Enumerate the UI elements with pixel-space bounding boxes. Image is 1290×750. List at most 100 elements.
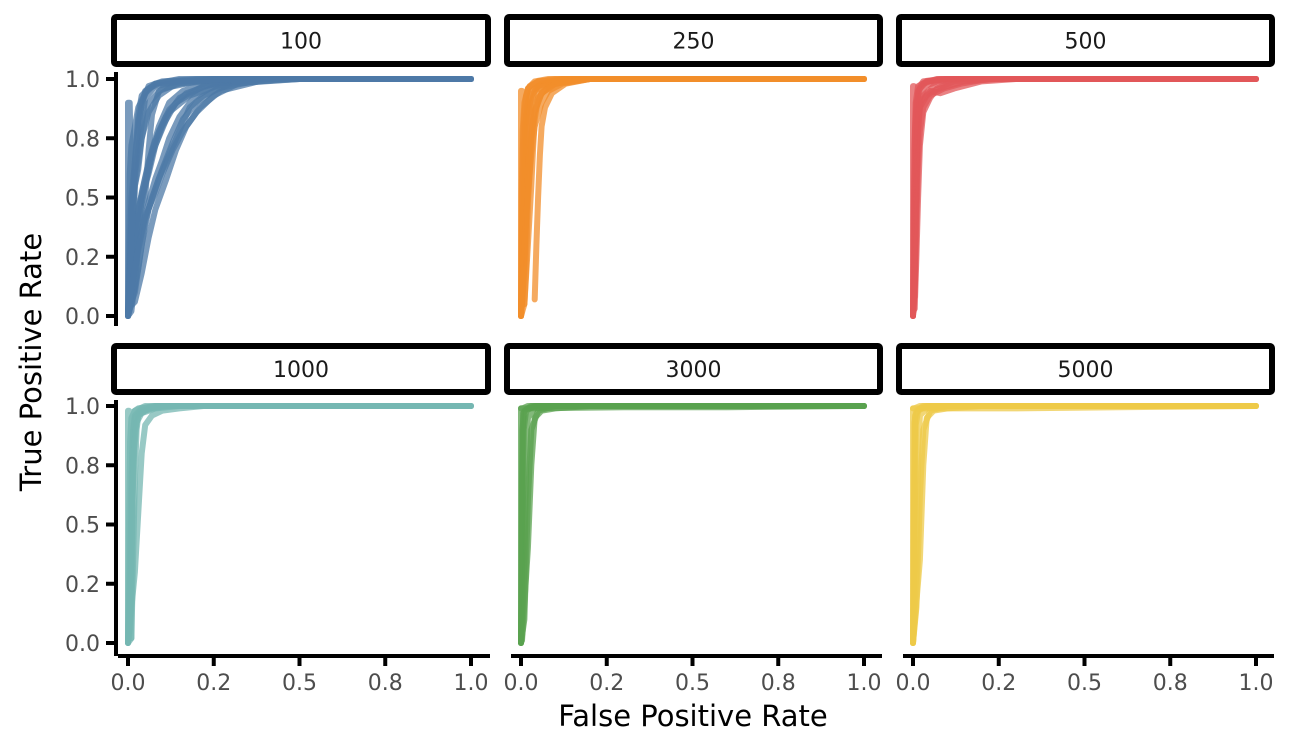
facet-panel-3000: 3000 0.0 0.2 0.5 0.8 1.0	[504, 343, 883, 696]
x-tick-label: 0.0	[111, 671, 146, 696]
strip-box	[504, 14, 883, 67]
y-tick-label: 0.0	[65, 632, 100, 657]
facet-panel-250: 250	[504, 14, 883, 319]
roc-curve-1	[910, 76, 1259, 319]
x-tick-label: 0.5	[1067, 671, 1102, 696]
roc-curves	[518, 403, 867, 646]
x-tick-label: 0.8	[368, 671, 403, 696]
roc-curve-1	[910, 403, 1259, 646]
roc-curve-4	[531, 76, 867, 303]
x-tick-label: 0.2	[981, 671, 1016, 696]
roc-curve-2	[518, 76, 867, 319]
roc-curve-2	[910, 403, 1259, 646]
roc-curve-9	[910, 76, 1259, 319]
strip-box	[896, 14, 1275, 67]
roc-curve-3	[910, 76, 1259, 315]
roc-curve-12	[518, 76, 867, 319]
roc-curve-4	[125, 403, 474, 646]
roc-curve-4	[910, 76, 1259, 319]
x-tick-label: 0.0	[504, 671, 539, 696]
roc-curve-17	[125, 76, 474, 319]
x-axis-title: False Positive Rate	[558, 699, 828, 733]
roc-curves	[910, 403, 1259, 646]
roc-curve-10	[518, 76, 867, 319]
x-tick-label: 0.0	[896, 671, 931, 696]
roc-curves	[518, 76, 867, 319]
roc-curve-8	[518, 76, 867, 319]
roc-curve-2	[518, 403, 867, 646]
roc-curve-8	[910, 76, 1259, 319]
y-axis-title: True Positive Rate	[14, 233, 48, 492]
roc-curve-5	[518, 76, 867, 319]
y-tick-label: 0.8	[65, 454, 100, 479]
strip-label: 5000	[1058, 358, 1114, 383]
roc-curve-6	[518, 76, 867, 319]
roc-curve-18	[125, 76, 474, 319]
y-tick-label: 0.5	[65, 187, 100, 212]
roc-curve-8	[125, 403, 474, 646]
roc-curve-9	[521, 76, 867, 308]
roc-curve-5	[911, 76, 1259, 300]
roc-curve-7	[518, 403, 867, 646]
facet-panel-5000: 5000 0.0 0.2 0.5 0.8 1.0	[896, 343, 1275, 696]
roc-curve-6	[125, 403, 474, 646]
roc-curve-13	[125, 76, 474, 319]
x-tick-label: 0.2	[589, 671, 624, 696]
roc-curve-7	[910, 403, 1259, 646]
x-tick-label: 0.5	[675, 671, 710, 696]
roc-curve-7	[518, 76, 867, 319]
x-tick-label: 1.0	[454, 671, 489, 696]
roc-curve-8	[910, 403, 1259, 412]
strip-label: 3000	[666, 358, 722, 383]
roc-curve-7	[910, 76, 1259, 319]
strip-label: 250	[673, 30, 715, 55]
roc-curves	[125, 76, 474, 319]
roc-curve-1	[518, 76, 867, 319]
roc-curve-5	[518, 403, 867, 646]
roc-curves	[910, 76, 1259, 319]
roc-curve-3	[125, 403, 474, 644]
strip-box	[896, 343, 1275, 395]
strip-label: 500	[1065, 30, 1107, 55]
roc-curve-11	[518, 76, 867, 319]
roc-curves	[125, 403, 474, 646]
facet-panel-100: 100 0.0 0.2 0.5 0.8 1.0	[65, 14, 491, 330]
x-tick-label: 1.0	[847, 671, 882, 696]
facet-panels: 100 0.0 0.2 0.5 0.8 1.0 250 500 1000 0.0 0.2 0.5 0.8…	[65, 14, 1275, 696]
y-tick-label: 0.2	[65, 246, 100, 271]
roc-curve-7	[128, 403, 474, 642]
x-tick-label: 1.0	[1239, 671, 1274, 696]
y-tick-label: 1.0	[65, 395, 100, 420]
y-tick-label: 0.2	[65, 573, 100, 598]
roc-curve-5	[910, 403, 1259, 646]
y-tick-label: 0.0	[65, 305, 100, 330]
roc-curve-2	[125, 403, 474, 646]
strip-box	[504, 343, 883, 395]
x-tick-label: 0.8	[1153, 671, 1188, 696]
roc-curve-6	[518, 403, 867, 646]
x-tick-label: 0.2	[196, 671, 231, 696]
facet-panel-1000: 1000 0.0 0.2 0.5 0.8 1.0 0.0 0.2 0.5 0.8 1.0	[65, 343, 491, 696]
strip-label: 1000	[273, 358, 329, 383]
x-tick-label: 0.5	[282, 671, 317, 696]
roc-curve-8	[518, 403, 861, 412]
roc-curve-3	[910, 403, 1259, 646]
x-tick-label: 0.8	[761, 671, 796, 696]
strip-box	[111, 343, 491, 395]
roc-curve-1	[125, 403, 474, 646]
roc-curve-2	[910, 76, 1259, 319]
strip-box	[111, 14, 491, 67]
roc-curve-6	[910, 403, 1259, 646]
roc-curve-6	[910, 76, 1259, 319]
roc-curve-4	[519, 403, 867, 644]
y-tick-label: 1.0	[65, 68, 100, 93]
facet-panel-500: 500	[896, 14, 1275, 319]
roc-curve-3	[518, 76, 867, 319]
roc-curve-3	[518, 403, 867, 646]
y-tick-label: 0.5	[65, 514, 100, 539]
roc-curve-5	[125, 403, 474, 646]
strip-label: 100	[280, 30, 322, 55]
roc-curve-1	[518, 403, 867, 646]
y-tick-label: 0.8	[65, 127, 100, 152]
